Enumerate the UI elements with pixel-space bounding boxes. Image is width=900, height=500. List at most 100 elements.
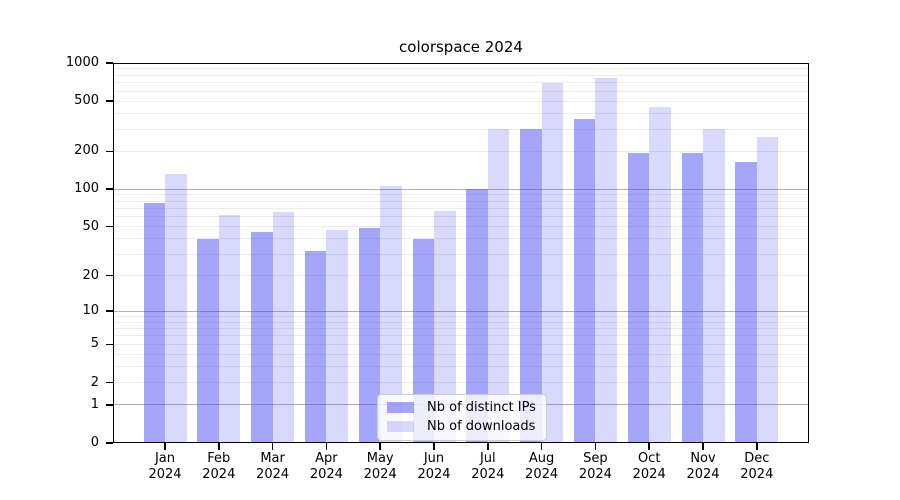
x-tick-mark	[540, 443, 543, 450]
gridline-minor	[113, 150, 809, 152]
bar-distinct-ips-oct	[627, 152, 650, 443]
y-tick-label: 1000	[65, 55, 99, 70]
gridline-minor	[113, 226, 809, 228]
x-tick-label: Jul 2024	[471, 451, 505, 482]
legend: Nb of distinct IPs Nb of downloads	[377, 394, 547, 441]
gridline-minor	[113, 112, 809, 114]
y-tick-mark	[106, 442, 113, 444]
y-tick-mark	[106, 150, 113, 153]
y-tick-label: 20	[82, 267, 99, 283]
x-tick-label: May 2024	[363, 451, 397, 482]
bar-downloads-mar	[272, 211, 295, 443]
y-tick-mark	[106, 225, 113, 228]
y-tick-mark	[106, 62, 113, 64]
x-tick-label: Mar 2024	[256, 451, 290, 482]
gridline-minor	[113, 253, 809, 255]
gridline-minor	[113, 321, 809, 323]
gridline-minor	[113, 366, 809, 368]
y-tick-mark	[106, 404, 113, 406]
x-tick-label: Oct 2024	[632, 451, 666, 482]
gridline-minor	[113, 82, 809, 84]
gridline-minor	[113, 200, 809, 202]
bar-distinct-ips-may	[358, 227, 381, 443]
gridline-minor	[113, 68, 809, 70]
bar-distinct-ips-sep	[573, 119, 596, 443]
x-tick-label: Aug 2024	[525, 451, 559, 482]
bar-distinct-ips-jan	[143, 203, 165, 443]
plot-area	[113, 62, 809, 443]
y-tick-mark	[106, 100, 113, 102]
y-tick-mark	[106, 381, 113, 384]
y-tick-mark	[106, 188, 113, 190]
bar-distinct-ips-nov	[681, 152, 703, 443]
bar-downloads-oct	[649, 106, 671, 443]
legend-label: Nb of distinct IPs	[427, 400, 536, 415]
y-tick-label: 50	[82, 218, 99, 234]
y-tick-mark	[106, 343, 113, 346]
bar-downloads-jun	[434, 210, 456, 443]
y-tick-label: 500	[74, 93, 99, 109]
bar-distinct-ips-dec	[735, 162, 757, 443]
bar-distinct-ips-aug	[520, 129, 542, 443]
y-tick-label: 0	[90, 435, 99, 450]
gridline-minor	[113, 238, 809, 240]
bar-downloads-may	[380, 186, 402, 443]
legend-label: Nb of downloads	[427, 419, 536, 434]
gridline-minor	[113, 90, 809, 92]
gridline-minor	[113, 100, 809, 102]
x-tick-mark	[325, 443, 328, 450]
y-tick-label: 10	[82, 303, 99, 319]
legend-swatch-distinct-ips	[387, 402, 414, 413]
x-tick-mark	[648, 443, 650, 450]
gridline-minor	[113, 216, 809, 218]
x-tick-label: Apr 2024	[309, 451, 343, 482]
bar-downloads-jan	[165, 174, 187, 443]
gridline-minor	[113, 315, 809, 317]
x-tick-mark	[594, 443, 597, 450]
y-tick-label: 200	[74, 143, 99, 159]
bar-downloads-sep	[595, 78, 617, 443]
bar-downloads-apr	[326, 230, 348, 443]
bar-distinct-ips-jul	[466, 188, 488, 443]
x-tick-label: Feb 2024	[202, 451, 236, 482]
x-tick-label: Jun 2024	[417, 451, 451, 482]
y-tick-mark	[106, 274, 113, 277]
legend-item: Nb of distinct IPs	[387, 400, 536, 415]
x-tick-mark	[487, 443, 489, 450]
gridline-minor	[113, 194, 809, 196]
gridline-minor	[113, 328, 809, 330]
gridline-minor	[113, 343, 809, 345]
y-tick-label: 1	[90, 396, 99, 412]
y-tick-label: 2	[90, 374, 99, 390]
x-tick-mark	[218, 443, 220, 450]
bar-downloads-feb	[218, 215, 241, 443]
x-tick-mark	[379, 443, 381, 450]
gridline-major	[113, 188, 809, 190]
y-tick-mark	[106, 310, 113, 312]
x-tick-mark	[433, 443, 435, 450]
x-tick-mark	[756, 443, 758, 450]
gridline-minor	[113, 208, 809, 210]
legend-swatch-downloads	[387, 421, 414, 432]
gridline-major	[113, 310, 809, 312]
gridline-minor	[113, 382, 809, 384]
bar-distinct-ips-jun	[412, 238, 434, 443]
bar-distinct-ips-mar	[251, 232, 273, 443]
bar-downloads-dec	[756, 136, 779, 443]
gridline-minor	[113, 335, 809, 337]
gridline-minor	[113, 74, 809, 76]
gridline-major	[113, 62, 809, 64]
x-tick-label: Dec 2024	[740, 451, 774, 482]
bar-downloads-jul	[487, 128, 510, 443]
chart-title: colorspace 2024	[399, 38, 523, 56]
x-tick-label: Nov 2024	[686, 451, 720, 482]
x-tick-mark	[164, 443, 166, 450]
bar-downloads-aug	[541, 82, 564, 443]
x-tick-mark	[271, 443, 274, 450]
legend-item: Nb of downloads	[387, 419, 536, 434]
gridline-minor	[113, 275, 809, 277]
y-tick-label: 5	[90, 336, 99, 352]
bar-distinct-ips-feb	[197, 238, 219, 443]
gridline-minor	[113, 353, 809, 355]
